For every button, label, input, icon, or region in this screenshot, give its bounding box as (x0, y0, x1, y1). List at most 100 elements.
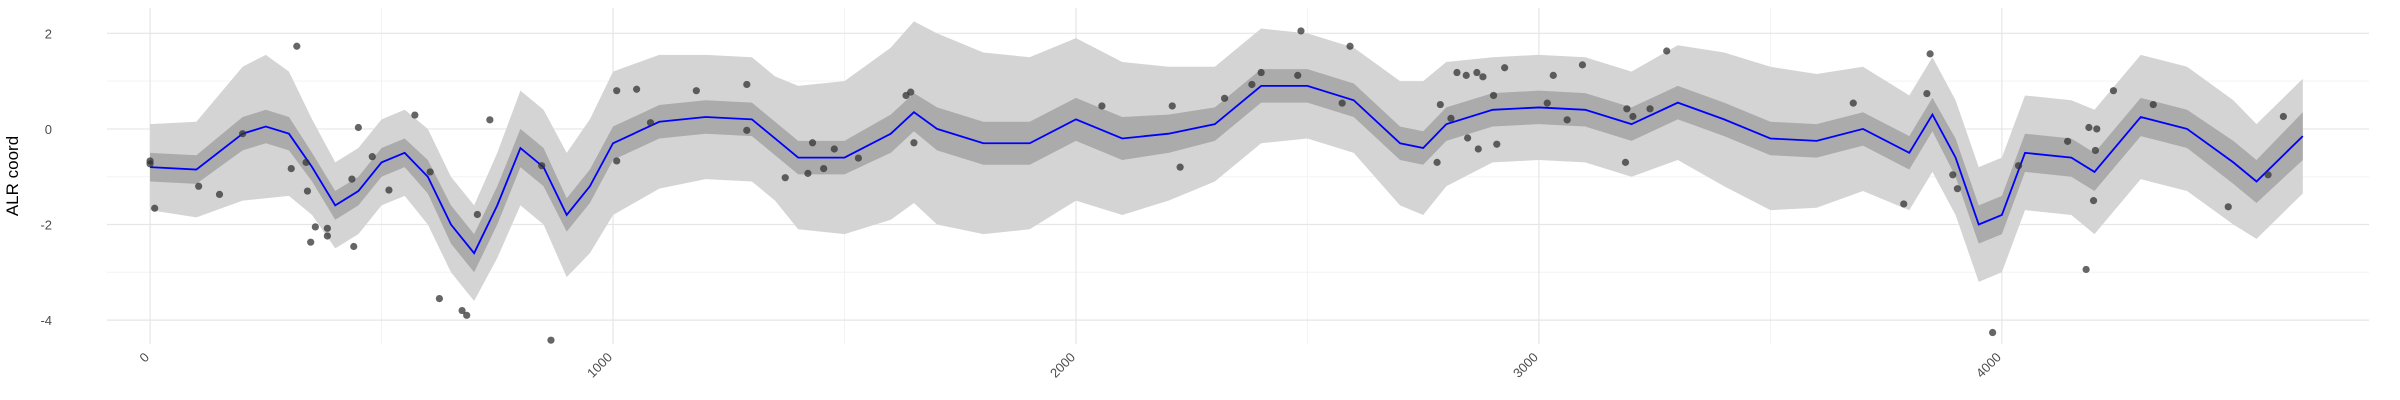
point (613, 87, 621, 95)
point (1489, 91, 1498, 100)
point (2109, 87, 2118, 95)
point (1433, 158, 1441, 166)
point (1464, 134, 1472, 142)
point (1623, 105, 1631, 113)
point (1462, 71, 1470, 79)
point (411, 111, 419, 119)
point (1176, 163, 1184, 171)
point (323, 232, 331, 240)
point (1346, 42, 1354, 50)
point (463, 311, 471, 319)
y-axis-label: ALR coord (3, 136, 22, 216)
point (2014, 162, 2023, 170)
point (613, 157, 621, 165)
point (1663, 47, 1671, 55)
point (1923, 89, 1931, 98)
x-tick-label: 0 (136, 350, 152, 366)
point (1294, 71, 1302, 79)
x-tick-label: 4000 (1973, 350, 2004, 381)
point (2264, 171, 2272, 179)
point (486, 116, 494, 124)
point (2082, 265, 2090, 274)
point (1563, 116, 1571, 124)
point (633, 85, 641, 93)
point (1453, 68, 1461, 77)
point (781, 174, 789, 182)
point (1953, 185, 1962, 193)
point (293, 42, 301, 50)
point (1543, 99, 1551, 107)
point (1297, 27, 1305, 35)
y-tick-label: 0 (45, 122, 52, 137)
point (1098, 102, 1106, 110)
point (1474, 145, 1482, 153)
point (804, 169, 812, 177)
point (1501, 64, 1509, 72)
point (473, 210, 481, 219)
point (907, 88, 915, 96)
x-tick-label: 2000 (1047, 350, 1078, 381)
point (2093, 125, 2101, 133)
point (287, 164, 295, 173)
point (350, 242, 358, 251)
point (368, 153, 376, 161)
point (1849, 99, 1857, 107)
point (215, 190, 224, 199)
point (1248, 80, 1256, 89)
point (385, 186, 393, 194)
point (1220, 94, 1229, 102)
x-tick-label: 1000 (584, 350, 615, 381)
point (2089, 197, 2098, 205)
point (2085, 123, 2093, 132)
point (1549, 71, 1557, 79)
point (1926, 50, 1934, 58)
point (426, 168, 434, 176)
x-tick-label: 3000 (1510, 350, 1541, 381)
mean-line (150, 85, 2304, 255)
point (1436, 100, 1444, 109)
point (830, 145, 838, 153)
point (458, 306, 466, 315)
point (538, 162, 546, 170)
point (1493, 140, 1501, 148)
point (307, 238, 315, 246)
point (195, 182, 203, 190)
point (239, 130, 247, 138)
point (348, 175, 356, 183)
point (146, 160, 154, 168)
point (2149, 100, 2157, 109)
point (646, 119, 655, 127)
y-tick-label: -2 (40, 218, 52, 233)
point (435, 294, 444, 303)
point (547, 336, 555, 344)
point (820, 164, 828, 173)
point (323, 224, 331, 232)
ribbon (150, 21, 2303, 301)
point (1578, 61, 1587, 69)
point (303, 187, 312, 195)
point (1949, 171, 1957, 179)
point (1447, 114, 1455, 123)
point (854, 154, 862, 162)
point (2064, 137, 2072, 145)
point (2224, 203, 2232, 211)
point (743, 126, 751, 134)
point (1646, 105, 1654, 113)
point (2279, 112, 2287, 121)
point (1338, 99, 1346, 107)
point (692, 87, 700, 95)
point (1989, 328, 1997, 337)
point (1621, 158, 1630, 166)
point (1168, 102, 1176, 110)
point (151, 204, 159, 212)
point (743, 80, 751, 89)
point (1257, 68, 1265, 77)
point (1900, 200, 1908, 208)
point (910, 139, 918, 147)
point (808, 139, 817, 147)
point (311, 223, 319, 231)
y-tick-label: 2 (45, 26, 52, 41)
point (1479, 73, 1487, 81)
y-tick-label: -4 (40, 313, 52, 328)
